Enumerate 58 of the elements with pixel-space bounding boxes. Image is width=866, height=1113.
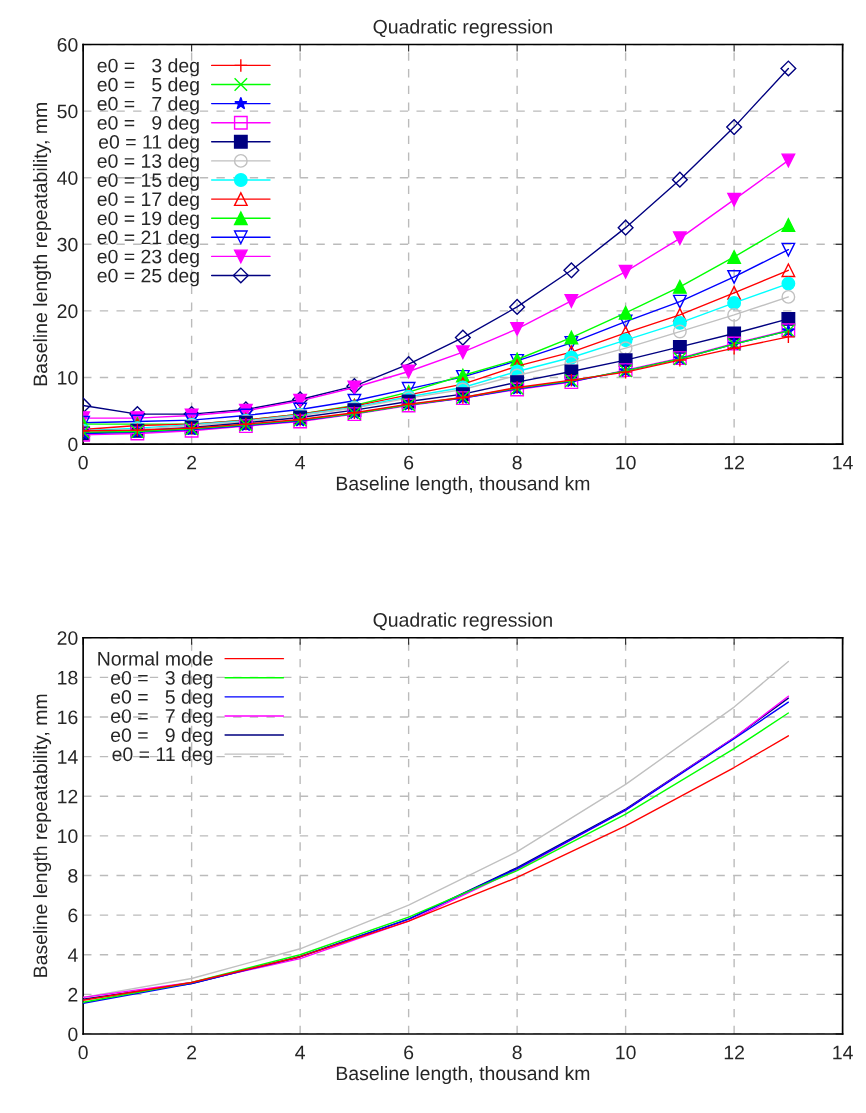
legend-label: e0 = 15 deg <box>97 172 199 191</box>
y-tick-label: 18 <box>58 670 78 685</box>
x-tick-label: 6 <box>404 1045 414 1060</box>
y-tick-label: 2 <box>68 987 78 1002</box>
x-tick-label: 0 <box>78 1045 88 1060</box>
y-axis-title: Baseline length repeatability, mm <box>32 103 52 386</box>
x-tick-label: 10 <box>616 1045 636 1060</box>
x-tick-label: 4 <box>295 455 305 470</box>
x-tick-label: 0 <box>78 455 88 470</box>
y-tick-label: 0 <box>68 437 78 452</box>
legend-label: e0 = 9 deg <box>97 115 199 134</box>
chart-title: Quadratic regression <box>373 612 552 631</box>
legend-label: e0 = 19 deg <box>97 210 199 230</box>
legend-label: e0 = 9 deg <box>111 727 213 746</box>
x-tick-label: 14 <box>833 1045 853 1060</box>
y-tick-label: 20 <box>57 631 78 645</box>
y-tick-label: 16 <box>58 710 78 725</box>
legend-label: e0 = 25 deg <box>97 268 199 287</box>
legend-label: e0 = 7 deg <box>111 708 213 727</box>
x-axis-title: Baseline length, thousand km <box>336 476 590 495</box>
y-tick-label: 60 <box>57 37 78 52</box>
x-tick-label: 10 <box>616 455 636 470</box>
legend-label: e0 = 11 deg <box>112 746 213 765</box>
y-axis-title: Baseline length repeatability, mm <box>32 694 52 977</box>
legend-label: e0 = 13 deg <box>97 153 199 172</box>
legend-label: e0 = 23 deg <box>97 249 199 268</box>
x-tick-label: 12 <box>724 1045 744 1060</box>
y-tick-label: 4 <box>67 948 78 962</box>
x-tick-label: 2 <box>187 1045 197 1060</box>
y-tick-label: 8 <box>68 868 78 883</box>
legend-label: e0 = 11 deg <box>99 134 199 153</box>
legend-label: e0 = 3 deg <box>111 670 213 689</box>
legend-label: Normal mode <box>98 651 213 666</box>
y-tick-label: 10 <box>58 370 78 385</box>
y-tick-label: 50 <box>57 104 78 119</box>
legend-label: e0 = 3 deg <box>97 58 199 77</box>
legend-label: e0 = 5 deg <box>97 77 199 96</box>
x-axis-title: Baseline length, thousand km <box>336 1065 590 1085</box>
x-tick-label: 2 <box>187 455 197 470</box>
y-tick-label: 10 <box>58 829 78 844</box>
chart-title: Quadratic regression <box>373 19 552 38</box>
x-tick-label: 8 <box>512 455 522 470</box>
y-tick-label: 20 <box>57 304 78 319</box>
y-tick-label: 14 <box>58 750 78 764</box>
legend-label: e0 = 7 deg <box>97 96 199 115</box>
x-tick-label: 14 <box>833 455 853 470</box>
y-tick-label: 12 <box>58 789 78 804</box>
x-tick-label: 12 <box>724 455 744 470</box>
y-tick-label: 40 <box>57 171 78 185</box>
y-tick-label: 6 <box>68 908 78 923</box>
y-tick-label: 0 <box>68 1027 78 1042</box>
y-tick-label: 30 <box>57 237 78 252</box>
legend-label: e0 = 5 deg <box>111 689 213 708</box>
legend-label: e0 = 17 deg <box>97 191 199 210</box>
x-tick-label: 6 <box>404 455 414 470</box>
legend-label: e0 = 21 deg <box>97 230 199 249</box>
x-tick-label: 8 <box>512 1045 522 1060</box>
x-tick-label: 4 <box>295 1045 305 1060</box>
